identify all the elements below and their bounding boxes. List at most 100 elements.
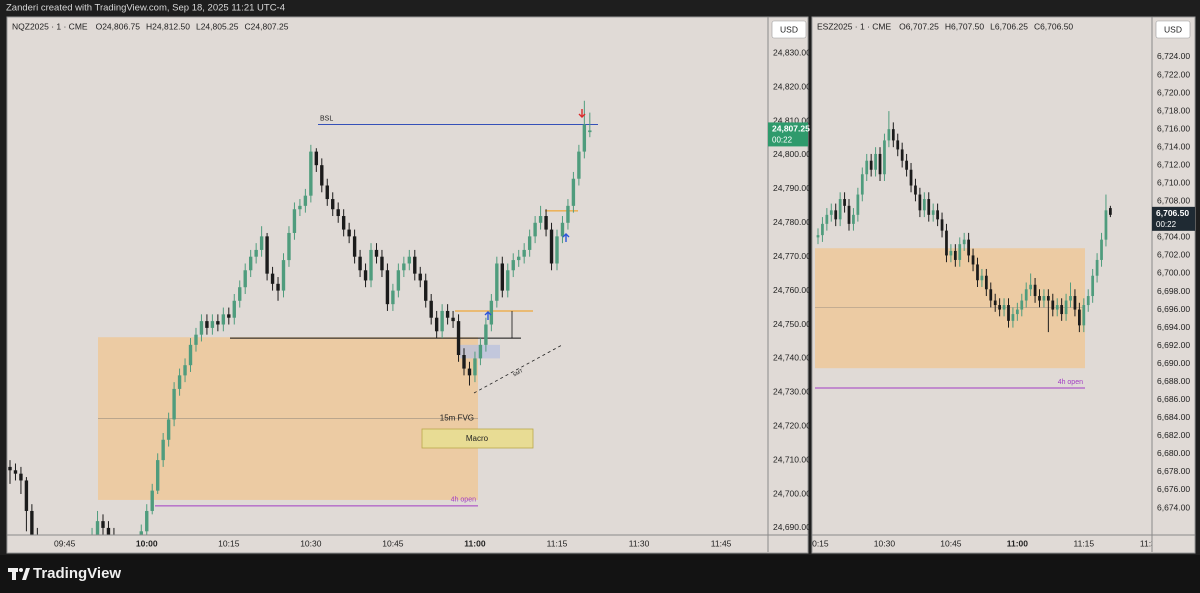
candle-body [424, 280, 428, 301]
plot-area: 15m FVG BSL 4h open [8, 100, 598, 535]
candle-body [843, 199, 846, 206]
ohlc-label: C24,807.25 [245, 21, 289, 31]
candle-body [303, 195, 308, 206]
x-tick-label: 10:45 [382, 538, 404, 548]
ohlc-label: H24,812.50 [146, 21, 190, 31]
x-tick-label: 10:30 [300, 538, 322, 548]
y-tick-label: 6,708.00 [1157, 196, 1190, 206]
footer-bar [0, 555, 1200, 593]
x-tick-label: 11:15 [1073, 538, 1094, 548]
candle-body [1046, 296, 1050, 301]
candle-body [1069, 296, 1072, 301]
candle-body [533, 222, 537, 237]
ohlc-label: L6,706.25 [990, 21, 1028, 31]
y-tick-label: 6,704.00 [1157, 232, 1190, 242]
candle-body [869, 160, 873, 170]
branding: TradingView [33, 565, 121, 582]
y-tick-label: 6,688.00 [1157, 376, 1190, 386]
x-tick-label: 10:45 [940, 538, 962, 548]
chart-title: NQZ2025 · 1 · CME [12, 21, 88, 31]
x-tick-label: 11:00 [1007, 538, 1029, 548]
last-price-tag [1152, 206, 1195, 231]
time-axis: 09:45 10:00 10:15 10:30 10:45 11:00 11:15 11:30… [54, 538, 732, 548]
x-tick-label: 11:45 [711, 538, 732, 548]
candle-body [980, 275, 984, 281]
candle-body [577, 151, 581, 179]
candle-body [1086, 296, 1090, 306]
candle-body [927, 199, 931, 215]
candle-body [227, 314, 231, 318]
plot-area: 4h open [815, 111, 1112, 389]
candle-body [500, 263, 504, 291]
x-tick-label: 11:15 [547, 538, 568, 548]
y-tick-label: 24,810.00 [773, 115, 811, 125]
candle-body [101, 521, 105, 528]
candle-body [856, 194, 860, 215]
currency-box [1155, 20, 1191, 39]
countdown-label: 00:22 [1156, 220, 1177, 229]
y-tick-label: 6,716.00 [1157, 123, 1190, 133]
candle-body [958, 244, 962, 260]
candle-body [900, 149, 904, 161]
y-tick-label: 6,710.00 [1157, 178, 1190, 188]
candle-body [940, 219, 944, 231]
y-tick-label: 6,678.00 [1157, 466, 1190, 476]
y-tick-label: 24,830.00 [773, 48, 811, 58]
candle-body [905, 160, 908, 170]
candle-body [838, 199, 842, 220]
last-price-label: 24,807.25 [772, 124, 810, 134]
candle-body [391, 290, 395, 305]
y-tick-label: 24,820.00 [773, 81, 811, 91]
candle-body [1082, 305, 1086, 326]
candle-body [495, 263, 499, 301]
candle-body [276, 283, 280, 291]
candle-body [314, 151, 319, 166]
candle-body [549, 229, 554, 264]
candle-body [309, 151, 313, 196]
arrow-head [484, 311, 492, 316]
y-tick-label: 24,730.00 [773, 387, 811, 397]
candle-body [155, 460, 160, 491]
candle-body [989, 289, 993, 301]
x-tick-label: 11:00 [464, 538, 486, 548]
smt-label: SMT [512, 368, 524, 378]
candle-body [931, 210, 935, 215]
candle-body [13, 470, 18, 474]
y-tick-label: 6,682.00 [1157, 430, 1190, 440]
y-tick-label: 6,676.00 [1157, 484, 1190, 494]
ohlc-label: H6,707.50 [945, 21, 984, 31]
candle-body [571, 178, 576, 206]
candle-body [1020, 300, 1024, 310]
candle-body [1095, 259, 1099, 276]
currency-box [771, 20, 807, 39]
candle-body [517, 256, 521, 261]
plots: 15m FVG BSL 4h open 24,690.00 24,700.00 24,71… [7, 17, 1195, 552]
candle-body [588, 130, 592, 133]
candle-body [1033, 284, 1037, 297]
y-tick-label: 6,694.00 [1157, 322, 1190, 332]
candle-body [150, 490, 154, 511]
y-tick-label: 6,712.00 [1157, 159, 1190, 169]
candle-body [396, 270, 401, 291]
candle-body [878, 153, 882, 175]
header-text: Zanderi created with TradingView.com, Se… [6, 3, 285, 14]
y-tick-label: 24,790.00 [773, 183, 811, 193]
x-tick-label: 11:30 [1140, 538, 1161, 548]
x-tick-label: 11:30 [629, 538, 650, 548]
candle-body [145, 510, 149, 532]
candle-body [922, 199, 926, 211]
candle-body [369, 249, 373, 281]
y-tick-label: 24,780.00 [773, 217, 811, 227]
candle-body [582, 124, 587, 152]
candle-body [998, 305, 1002, 310]
level-label: BSL [320, 115, 333, 122]
x-tick-label: 10:30 [874, 538, 896, 548]
candle-body [216, 321, 220, 325]
candle-body [238, 287, 242, 301]
candle-body [860, 174, 864, 195]
candle-body [320, 165, 324, 186]
candle-body [1011, 314, 1015, 321]
ohlc-label: L24,805.25 [196, 21, 239, 31]
tv-logo [8, 568, 30, 580]
